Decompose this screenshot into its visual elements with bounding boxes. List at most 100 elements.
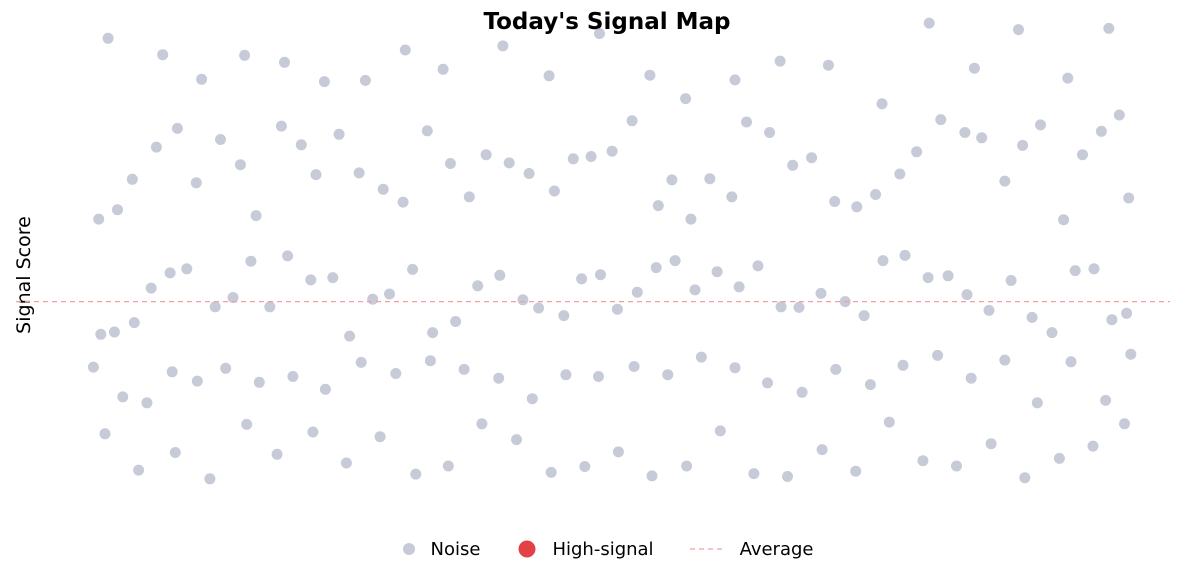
- noise-point: [560, 369, 572, 381]
- noise-point: [976, 132, 988, 144]
- noise-point: [227, 292, 239, 303]
- noise-point: [829, 196, 841, 207]
- noise-point: [1087, 440, 1099, 452]
- noise-point: [442, 460, 454, 472]
- noise-point: [752, 260, 764, 272]
- noise-point: [327, 272, 339, 284]
- noise-point: [196, 73, 208, 85]
- noise-point: [935, 114, 947, 126]
- noise-point: [463, 191, 475, 203]
- noise-point: [511, 434, 522, 446]
- noise-point: [397, 196, 409, 208]
- noise-point: [108, 326, 120, 338]
- noise-point: [444, 158, 456, 169]
- legend-marker-average: [689, 548, 726, 550]
- noise-point: [472, 280, 484, 292]
- noise-point: [877, 255, 889, 267]
- noise-point: [999, 175, 1011, 187]
- noise-point: [450, 316, 462, 327]
- noise-point: [548, 185, 560, 197]
- noise-point: [864, 379, 876, 391]
- noise-point: [1121, 307, 1133, 319]
- noise-point: [1106, 314, 1118, 326]
- noise-point: [985, 438, 997, 450]
- noise-point: [141, 397, 153, 409]
- legend-entry-noise: Noise: [401, 539, 480, 560]
- noise-point: [1005, 275, 1017, 286]
- noise-point: [711, 266, 723, 278]
- noise-point: [1077, 149, 1088, 161]
- noise-point: [897, 359, 909, 371]
- noise-point: [87, 361, 99, 373]
- noise-point: [999, 354, 1011, 366]
- noise-point: [714, 425, 726, 437]
- noise-point: [741, 116, 752, 128]
- noise-point: [579, 461, 591, 472]
- noise-point: [762, 377, 773, 389]
- noise-point: [1053, 452, 1065, 464]
- noise-point: [353, 167, 365, 179]
- noise-point: [1125, 348, 1137, 360]
- noise-point: [476, 418, 488, 430]
- noise-point: [190, 177, 202, 189]
- noise-point: [287, 371, 299, 382]
- noise-point: [815, 287, 827, 299]
- noise-point: [220, 362, 232, 374]
- noise-point: [133, 464, 145, 476]
- noise-point: [239, 49, 251, 61]
- noise-point: [99, 428, 111, 440]
- noise-point: [359, 74, 371, 86]
- noise-point: [923, 17, 935, 29]
- noise-point: [204, 473, 216, 485]
- noise-point: [585, 151, 597, 162]
- noise-point: [545, 466, 557, 478]
- noise-point: [310, 169, 322, 181]
- noise-point: [253, 376, 265, 388]
- noise-point: [1113, 109, 1125, 121]
- noise-point: [424, 355, 436, 367]
- noise-point: [870, 189, 882, 200]
- noise-point: [968, 62, 980, 74]
- noise-point: [1026, 311, 1038, 323]
- noise-point: [543, 70, 555, 82]
- noise-point: [650, 262, 662, 274]
- noise-point: [695, 351, 707, 363]
- noise-point: [662, 369, 674, 381]
- noise-point: [858, 310, 870, 322]
- noise-point: [611, 303, 623, 315]
- chart-title: Today's Signal Map: [483, 9, 731, 35]
- noise-point: [150, 141, 162, 153]
- noise-point: [234, 159, 246, 171]
- noise-point: [437, 63, 449, 75]
- noise-point: [493, 372, 505, 384]
- noise-point: [494, 269, 506, 281]
- noise-point: [652, 200, 664, 212]
- noise-point: [367, 293, 379, 305]
- noise-point: [480, 149, 492, 161]
- noise-point: [307, 426, 319, 438]
- noise-point: [1019, 472, 1031, 484]
- noise-point: [576, 273, 588, 285]
- noise-point: [1069, 265, 1081, 277]
- noise-point: [169, 447, 181, 458]
- noise-point: [128, 317, 140, 329]
- noise-point: [410, 468, 422, 480]
- legend: Noise High-signal Average: [0, 538, 1185, 560]
- legend-entry-average: Average: [689, 539, 813, 560]
- noise-point: [774, 55, 786, 67]
- noise-point: [644, 69, 656, 81]
- noise-point: [421, 125, 433, 137]
- noise-point: [685, 213, 697, 225]
- noise-point: [523, 168, 535, 179]
- noise-point: [1035, 119, 1046, 131]
- noise-point: [250, 210, 262, 222]
- noise-point: [726, 191, 738, 203]
- noise-point: [377, 183, 389, 195]
- noise-point: [117, 391, 129, 403]
- noise-point: [157, 49, 169, 61]
- noise-point: [1095, 125, 1107, 137]
- noise-point: [384, 288, 395, 300]
- noise-point: [606, 145, 618, 157]
- noise-point: [917, 455, 929, 467]
